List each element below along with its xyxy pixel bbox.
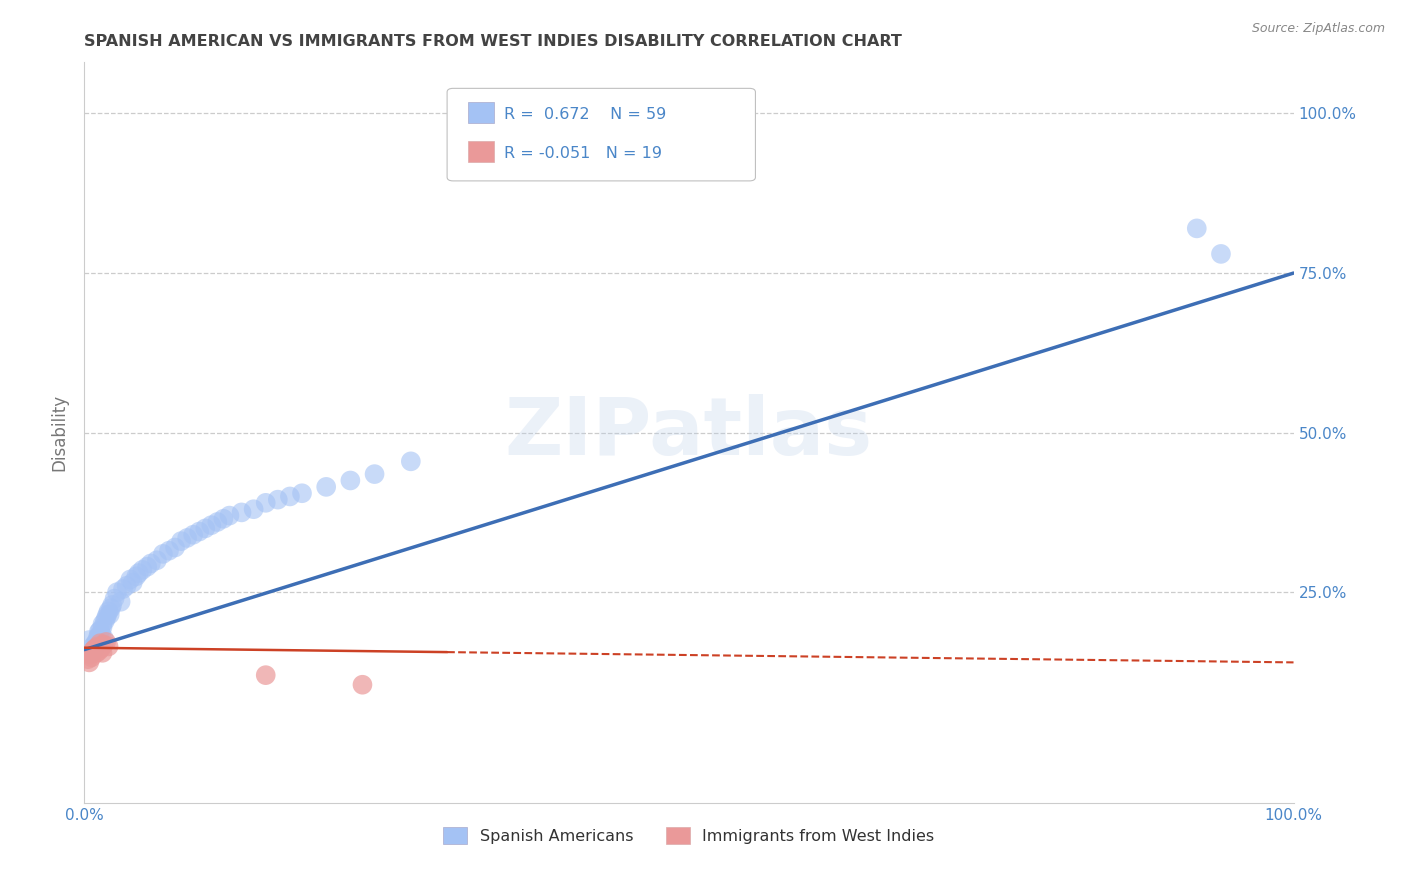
Point <box>339 474 361 488</box>
Y-axis label: Disability: Disability <box>51 394 69 471</box>
Point <box>315 480 337 494</box>
Point <box>98 607 121 622</box>
Point <box>120 573 142 587</box>
Point <box>87 629 110 643</box>
Point <box>80 646 103 660</box>
Point <box>110 595 132 609</box>
Point <box>254 668 277 682</box>
Point <box>90 641 112 656</box>
Point <box>91 620 114 634</box>
Point <box>181 527 204 541</box>
Point <box>278 490 301 504</box>
Point <box>82 644 104 658</box>
Point <box>125 569 148 583</box>
Point <box>200 518 222 533</box>
Point <box>94 635 117 649</box>
Point <box>97 604 120 618</box>
Point <box>207 515 229 529</box>
Point <box>146 553 169 567</box>
Point <box>87 644 110 658</box>
Point <box>157 543 180 558</box>
Point <box>104 591 127 606</box>
Point <box>176 531 198 545</box>
Point <box>77 656 100 670</box>
Point <box>79 648 101 662</box>
Point <box>1209 247 1232 261</box>
Point <box>194 521 217 535</box>
Point <box>82 646 104 660</box>
Point <box>101 598 124 612</box>
Point <box>93 638 115 652</box>
Point <box>86 631 108 645</box>
Point <box>139 557 162 571</box>
Text: SPANISH AMERICAN VS IMMIGRANTS FROM WEST INDIES DISABILITY CORRELATION CHART: SPANISH AMERICAN VS IMMIGRANTS FROM WEST… <box>84 34 903 49</box>
Point <box>89 636 111 650</box>
Point <box>86 638 108 652</box>
Point <box>291 486 314 500</box>
Point <box>93 631 115 645</box>
Point <box>105 585 128 599</box>
Point <box>82 640 104 654</box>
Point <box>152 547 174 561</box>
Point <box>86 646 108 660</box>
Text: ZIPatlas: ZIPatlas <box>505 393 873 472</box>
Point <box>170 534 193 549</box>
Point <box>254 496 277 510</box>
Text: R = -0.051   N = 19: R = -0.051 N = 19 <box>503 145 662 161</box>
Point <box>188 524 211 539</box>
Legend: Spanish Americans, Immigrants from West Indies: Spanish Americans, Immigrants from West … <box>437 821 941 850</box>
Point <box>90 626 112 640</box>
Point <box>1185 221 1208 235</box>
Point <box>136 559 159 574</box>
Point <box>83 642 105 657</box>
Point <box>128 566 150 580</box>
Point <box>96 607 118 622</box>
Point <box>212 512 235 526</box>
Text: Source: ZipAtlas.com: Source: ZipAtlas.com <box>1251 22 1385 36</box>
Point <box>267 492 290 507</box>
Point <box>84 641 107 656</box>
Point <box>121 575 143 590</box>
Point <box>165 541 187 555</box>
Point <box>80 650 103 665</box>
Point <box>84 636 107 650</box>
Point <box>94 614 117 628</box>
Point <box>115 579 138 593</box>
Point <box>86 635 108 649</box>
Text: R =  0.672    N = 59: R = 0.672 N = 59 <box>503 107 666 121</box>
FancyBboxPatch shape <box>468 102 495 123</box>
Point <box>242 502 264 516</box>
Point <box>352 678 374 692</box>
Point <box>363 467 385 482</box>
Point <box>218 508 240 523</box>
Point <box>97 640 120 654</box>
FancyBboxPatch shape <box>447 88 755 181</box>
Point <box>100 601 122 615</box>
Point <box>89 624 111 638</box>
Point <box>91 617 114 632</box>
Point <box>91 646 114 660</box>
Point <box>77 633 100 648</box>
Point <box>94 611 117 625</box>
Point <box>87 624 110 639</box>
Point <box>112 582 135 596</box>
Point <box>77 652 100 666</box>
Point <box>86 640 108 654</box>
Point <box>231 505 253 519</box>
Point <box>399 454 422 468</box>
FancyBboxPatch shape <box>468 141 495 162</box>
Point <box>131 563 153 577</box>
Point <box>83 642 105 657</box>
